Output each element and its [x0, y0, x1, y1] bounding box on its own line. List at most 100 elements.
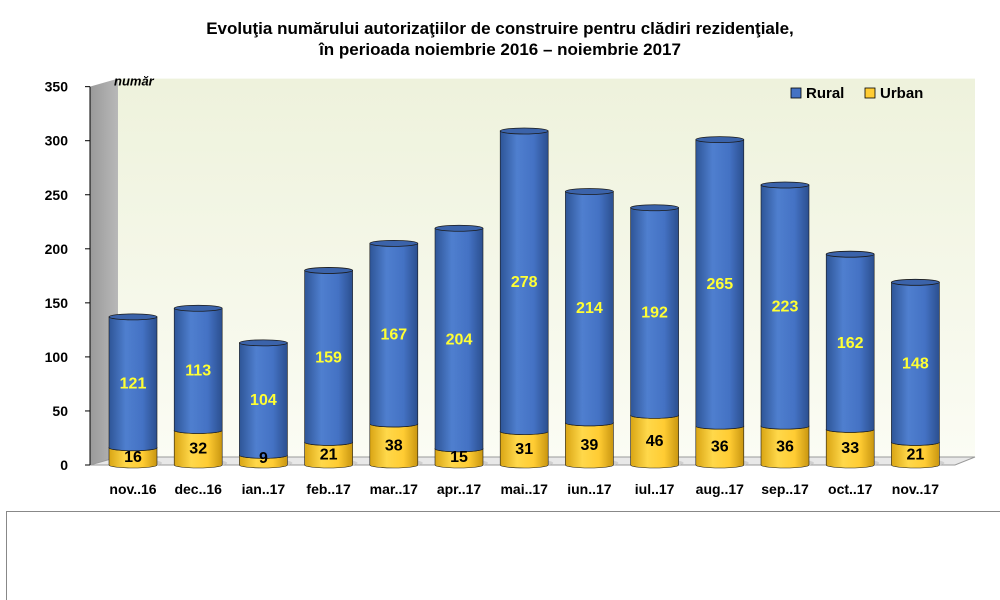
- data-label-urban: 21: [907, 447, 925, 464]
- data-label-urban: 33: [841, 440, 859, 457]
- bars-layer: [108, 127, 945, 469]
- bar-rural-body: [695, 139, 745, 430]
- x-tick-label: iul..17: [635, 481, 675, 497]
- bar-rural-top: [825, 250, 875, 258]
- bar-rural-body: [239, 342, 288, 459]
- data-label-urban: 31: [515, 441, 533, 458]
- bar-urban-body: [108, 447, 158, 469]
- data-label-rural: 278: [511, 274, 538, 291]
- bar-rural-body: [369, 243, 419, 428]
- x-tick-label: oct..17: [828, 481, 873, 497]
- bar-rural: [434, 224, 484, 453]
- y-axis-label: număr: [114, 74, 155, 89]
- y-tick-label: 350: [45, 79, 69, 95]
- y-tick-label: 200: [45, 241, 69, 257]
- data-label-urban: 36: [711, 439, 729, 456]
- data-label-rural: 113: [185, 362, 211, 379]
- data-label-urban: 38: [385, 437, 403, 454]
- bar-rural-body: [630, 207, 679, 419]
- x-tick-label: apr..17: [437, 481, 482, 497]
- bar-urban-body: [173, 430, 223, 469]
- bar-rural: [173, 304, 223, 434]
- bar-rural-body: [760, 184, 810, 430]
- data-label-rural: 167: [380, 327, 407, 344]
- labels-layer: 121 16 nov..16 113 32 dec..16 104 9 ian..17 159 21…: [109, 274, 939, 497]
- bar-urban-body: [891, 441, 940, 469]
- bar-rural-body: [891, 282, 940, 446]
- bar-urban-body: [760, 425, 810, 469]
- data-label-urban: 32: [189, 441, 207, 458]
- data-label-urban: 9: [259, 450, 268, 467]
- bar-rural-body: [173, 307, 223, 434]
- bar-rural-top: [760, 181, 810, 189]
- data-label-rural: 148: [902, 355, 929, 372]
- bar-urban-body: [825, 429, 875, 469]
- bar-rural-top: [304, 267, 354, 274]
- legend: Rural Urban: [790, 85, 923, 102]
- bar-urban-body: [499, 431, 549, 469]
- bar-rural: [891, 278, 940, 446]
- legend-swatch-urban: [864, 87, 876, 99]
- data-label-urban: 36: [776, 439, 794, 456]
- bar-rural-body: [499, 130, 549, 435]
- y-tick-label: 250: [45, 187, 69, 203]
- x-tick-label: mai..17: [500, 481, 548, 497]
- x-tick-label: nov..16: [109, 481, 156, 497]
- data-label-rural: 223: [772, 299, 799, 316]
- data-label-urban: 46: [646, 433, 664, 450]
- bottom-frame: [6, 511, 1000, 600]
- data-label-rural: 214: [576, 300, 603, 317]
- bar-rural: [108, 313, 158, 451]
- bar-urban-body: [239, 454, 288, 469]
- bar-rural: [695, 136, 745, 430]
- data-label-rural: 192: [641, 304, 668, 321]
- y-tick-label: 50: [52, 403, 68, 419]
- bar-urban-body: [369, 423, 419, 469]
- legend-label-urban: Urban: [880, 85, 923, 102]
- x-tick-label: aug..17: [696, 481, 744, 497]
- x-tick-label: dec..16: [174, 481, 222, 497]
- bar-urban-body: [695, 425, 745, 469]
- bar-rural: [565, 188, 614, 427]
- bar-rural-top: [565, 188, 614, 195]
- bar-rural-body: [434, 227, 484, 453]
- data-label-rural: 204: [446, 332, 473, 349]
- data-label-rural: 121: [120, 375, 147, 392]
- legend-label-rural: Rural: [806, 85, 844, 102]
- x-tick-label: mar..17: [370, 481, 418, 497]
- bar-rural-body: [825, 253, 875, 433]
- bar-rural: [238, 339, 288, 459]
- data-label-rural: 159: [315, 349, 342, 366]
- legend-swatch-rural: [790, 87, 802, 99]
- data-label-rural: 104: [250, 392, 277, 409]
- bar-rural-top: [891, 278, 940, 286]
- bar-urban-body: [304, 441, 353, 469]
- bar-rural-top: [173, 304, 223, 312]
- bar-rural-top: [369, 239, 419, 247]
- y-tick-label: 300: [45, 133, 69, 149]
- bar-rural-body: [108, 316, 158, 451]
- chart-title-line-2: în perioada noiembrie 2016 – noiembrie 2…: [319, 40, 681, 59]
- data-label-urban: 16: [124, 449, 142, 466]
- bar-rural-top: [630, 204, 679, 212]
- bar-rural: [304, 267, 354, 446]
- x-tick-label: iun..17: [567, 481, 612, 497]
- bar-rural-top: [434, 224, 484, 232]
- data-label-rural: 162: [837, 335, 864, 352]
- bar-rural-body: [565, 191, 614, 427]
- data-label-urban: 21: [320, 447, 338, 464]
- bar-rural-top: [108, 313, 158, 321]
- x-tick-label: nov..17: [892, 481, 939, 497]
- x-tick-label: sep..17: [761, 481, 809, 497]
- data-label-urban: 15: [450, 449, 468, 466]
- bar-urban-body: [630, 414, 679, 469]
- bar-rural: [760, 181, 810, 430]
- bar-rural-top: [238, 339, 288, 347]
- bar-rural: [499, 127, 549, 435]
- x-tick-label: feb..17: [306, 481, 351, 497]
- chart-title-line-1: Evoluţia numărului autorizaţiilor de con…: [206, 19, 794, 38]
- bar-urban-body: [565, 422, 614, 469]
- bar-rural-top: [695, 136, 745, 144]
- bar-rural-top: [499, 127, 549, 135]
